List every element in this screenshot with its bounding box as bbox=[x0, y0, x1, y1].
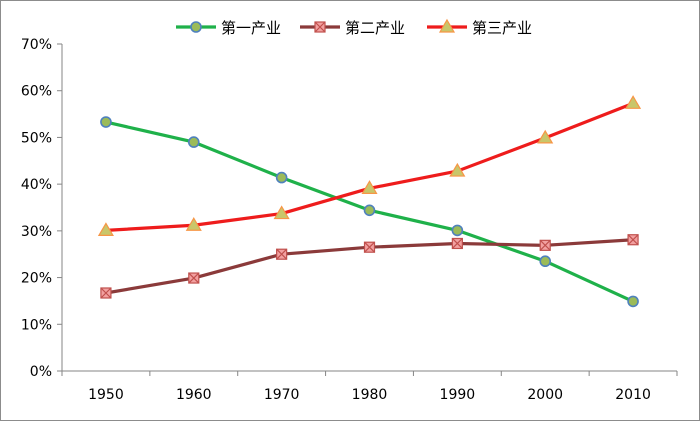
data-point bbox=[625, 95, 642, 109]
data-point bbox=[539, 239, 551, 251]
data-point bbox=[451, 224, 464, 237]
legend-label: 第二产业 bbox=[345, 19, 405, 37]
series-2 bbox=[100, 234, 639, 299]
data-point bbox=[539, 255, 552, 268]
data-point bbox=[363, 241, 376, 253]
data-point bbox=[273, 205, 290, 220]
data-point bbox=[627, 295, 639, 308]
legend-marker bbox=[190, 21, 202, 33]
legend-label: 第三产业 bbox=[472, 19, 532, 37]
data-point bbox=[627, 234, 639, 246]
x-tick-label: 1970 bbox=[264, 387, 300, 403]
data-point bbox=[187, 136, 200, 148]
x-tick-label: 2000 bbox=[527, 387, 563, 403]
y-tick-label: 20% bbox=[21, 271, 52, 287]
data-point bbox=[97, 222, 114, 236]
y-tick-label: 0% bbox=[30, 364, 52, 380]
y-tick-label: 60% bbox=[21, 84, 52, 100]
legend-item: 第一产业 bbox=[176, 19, 281, 37]
y-tick-label: 30% bbox=[21, 224, 52, 240]
axes: 0% 10% 20% 30% 40% 50% 60% 70% 1950 1960 1970 1980 1… bbox=[21, 37, 678, 403]
y-tick-label: 40% bbox=[21, 177, 52, 193]
series-3 bbox=[97, 95, 642, 236]
series-1 bbox=[100, 116, 639, 308]
data-point bbox=[537, 129, 554, 144]
x-tick-label: 1950 bbox=[88, 387, 124, 403]
x-tick-label: 1960 bbox=[176, 387, 212, 403]
y-tick-label: 50% bbox=[21, 130, 52, 146]
data-point bbox=[185, 217, 202, 231]
legend: 第一产业 第二产业 第三产业 bbox=[176, 18, 532, 37]
legend-marker bbox=[438, 18, 456, 33]
legend-item: 第二产业 bbox=[300, 19, 405, 37]
series-layer bbox=[97, 95, 642, 308]
data-point bbox=[275, 171, 288, 184]
data-point bbox=[363, 204, 376, 217]
data-point bbox=[361, 180, 378, 194]
legend-marker bbox=[314, 21, 326, 33]
x-tick-label: 1980 bbox=[352, 387, 388, 403]
x-tick-label: 2010 bbox=[615, 387, 651, 403]
data-point bbox=[100, 287, 112, 299]
legend-label: 第一产业 bbox=[221, 19, 281, 37]
data-point bbox=[451, 237, 463, 250]
data-point bbox=[100, 116, 112, 128]
x-tick-label: 1990 bbox=[440, 387, 476, 403]
y-tick-label: 70% bbox=[21, 37, 52, 53]
data-point bbox=[449, 162, 466, 177]
y-tick-label: 10% bbox=[21, 317, 52, 333]
data-point bbox=[188, 272, 200, 284]
legend-item: 第三产业 bbox=[427, 18, 532, 37]
data-point bbox=[276, 248, 288, 260]
